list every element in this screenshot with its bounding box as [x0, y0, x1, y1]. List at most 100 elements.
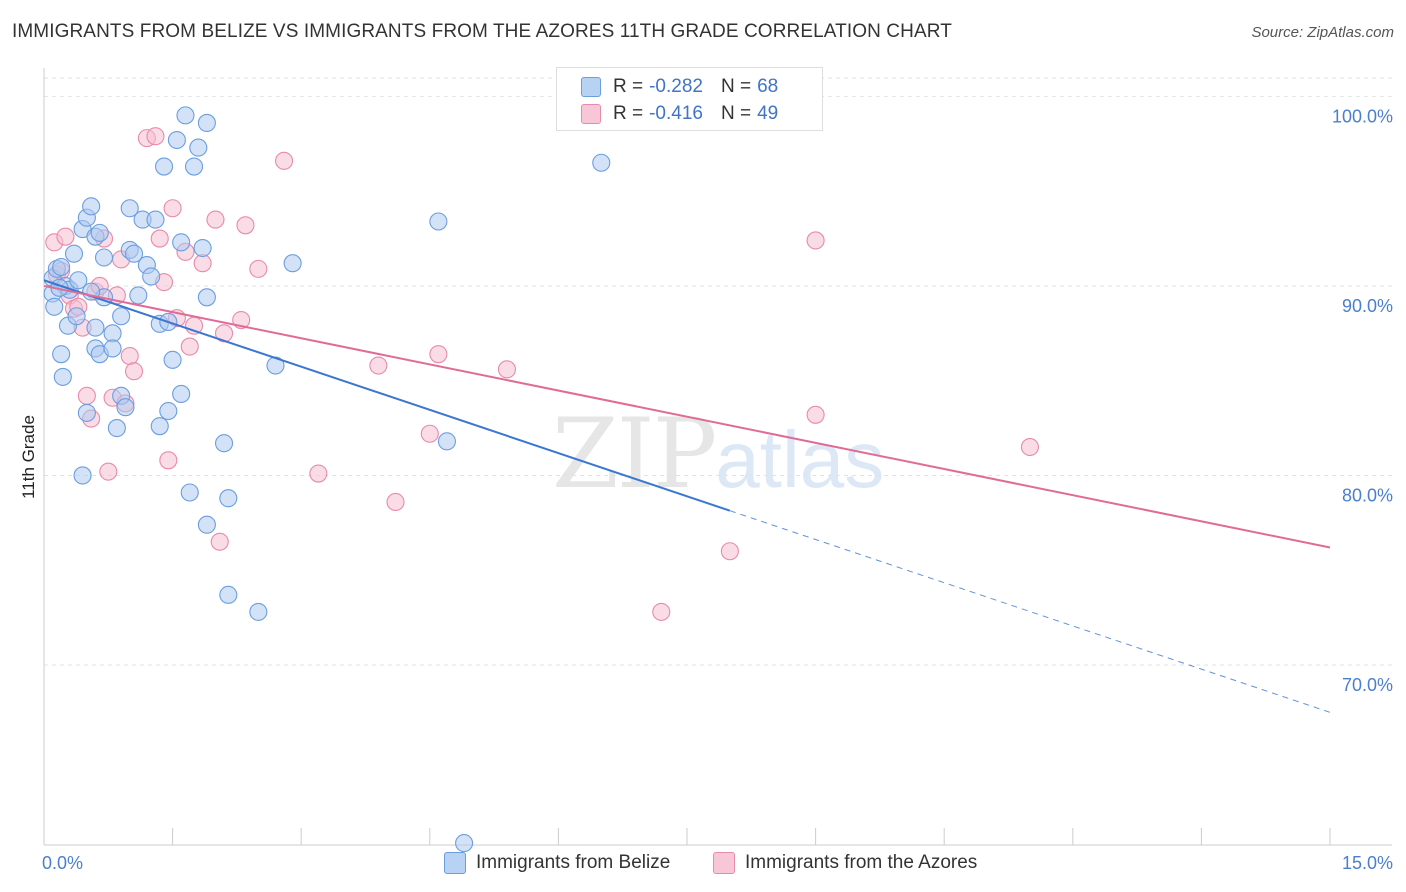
- azores-point: [206, 210, 225, 229]
- legend-item-belize[interactable]: Immigrants from Belize: [444, 852, 670, 874]
- azores-point: [99, 462, 118, 481]
- belize-point: [180, 483, 199, 502]
- series-azores-points: [45, 127, 1039, 621]
- belize-r-label: R =: [613, 76, 644, 97]
- belize-point: [163, 350, 182, 369]
- belize-point: [69, 271, 88, 290]
- belize-point: [193, 238, 212, 258]
- azores-point: [369, 356, 388, 375]
- azores-point: [159, 451, 178, 470]
- belize-point: [437, 432, 456, 451]
- belize-point: [103, 324, 122, 343]
- belize-n-label: N =: [720, 76, 752, 97]
- azores-point: [193, 254, 212, 273]
- azores-legend-label: Immigrants from the Azores: [745, 852, 978, 873]
- belize-point: [103, 339, 122, 358]
- azores-legend-swatch: [713, 852, 735, 874]
- belize-point: [197, 515, 216, 534]
- belize-point: [167, 130, 186, 150]
- watermark-atlas: atlas: [715, 415, 885, 504]
- azores-point: [720, 542, 739, 561]
- azores-point: [275, 151, 294, 170]
- belize-point: [107, 419, 126, 438]
- tick-labels: 100.0% 90.0% 80.0% 70.0% 0.0% 15.0%: [42, 106, 1393, 873]
- azores-trend-line: [43, 284, 1331, 549]
- belize-point: [120, 199, 139, 218]
- azores-point: [236, 216, 255, 235]
- belize-legend-swatch: [444, 852, 466, 874]
- belize-point: [592, 153, 611, 172]
- azores-point: [1020, 437, 1039, 457]
- azores-point: [420, 424, 439, 443]
- trend-lines: [43, 279, 1331, 713]
- belize-swatch: [581, 77, 601, 97]
- series-belize-points: [43, 106, 611, 853]
- belize-point: [67, 307, 86, 326]
- belize-point: [283, 254, 302, 273]
- belize-point: [53, 367, 72, 386]
- belize-point: [172, 384, 191, 404]
- gridlines: [44, 77, 1392, 666]
- azores-point: [150, 229, 169, 248]
- belize-point: [189, 138, 208, 157]
- azores-point: [309, 464, 328, 483]
- belize-point: [154, 157, 174, 176]
- azores-point: [56, 227, 75, 246]
- belize-point: [52, 345, 71, 364]
- y-tick-label: 80.0%: [1342, 485, 1393, 505]
- azores-point: [163, 199, 182, 218]
- belize-point: [150, 417, 169, 436]
- belize-point: [64, 244, 84, 263]
- belize-trend-line: [43, 279, 731, 512]
- axes: [43, 68, 1392, 846]
- azores-point: [652, 602, 671, 621]
- belize-point: [73, 466, 92, 485]
- belize-trend-extension: [729, 510, 1331, 713]
- azores-point: [120, 347, 139, 366]
- belize-point: [197, 113, 216, 133]
- legend-row-belize: R = -0.282 N = 68: [581, 74, 778, 100]
- belize-point: [159, 401, 178, 421]
- belize-point: [77, 403, 96, 422]
- source-credit: Source: ZipAtlas.com: [1251, 24, 1394, 41]
- belize-point: [94, 248, 114, 267]
- legend-row-azores: R = -0.416 N = 49: [581, 101, 778, 127]
- azores-point: [429, 345, 448, 364]
- belize-point: [90, 223, 109, 242]
- belize-point: [197, 288, 216, 307]
- x-tick-label: 0.0%: [42, 853, 83, 873]
- belize-point: [429, 212, 448, 231]
- azores-point: [180, 337, 199, 356]
- stats-legend: R = -0.282 N = 68 R = -0.416 N = 49: [556, 67, 823, 131]
- azores-point: [124, 362, 144, 381]
- legend-item-azores[interactable]: Immigrants from the Azores: [713, 852, 977, 874]
- belize-point: [184, 157, 204, 176]
- belize-point: [129, 286, 148, 305]
- azores-r-value: -0.416: [649, 103, 703, 124]
- belize-n-value: 68: [757, 76, 779, 97]
- azores-r-label: R =: [613, 103, 644, 124]
- belize-point: [172, 233, 191, 252]
- y-tick-label: 100.0%: [1332, 106, 1393, 126]
- azores-point: [497, 360, 517, 379]
- x-tick-label: 15.0%: [1342, 853, 1393, 873]
- belize-point: [86, 318, 105, 337]
- azores-n-label: N =: [720, 103, 752, 124]
- belize-point: [45, 297, 64, 316]
- chart-title: IMMIGRANTS FROM BELIZE VS IMMIGRANTS FRO…: [12, 21, 952, 42]
- belize-point: [124, 244, 144, 263]
- azores-point: [210, 532, 229, 551]
- belize-point: [82, 197, 101, 216]
- azores-point: [214, 324, 234, 343]
- belize-point: [146, 210, 165, 229]
- belize-legend-label: Immigrants from Belize: [476, 852, 671, 873]
- belize-point: [176, 106, 195, 125]
- azores-swatch: [581, 104, 601, 124]
- azores-point: [806, 231, 825, 250]
- belize-point: [214, 434, 234, 453]
- azores-point: [146, 127, 165, 146]
- belize-point: [455, 834, 474, 853]
- belize-point: [219, 585, 238, 604]
- azores-n-value: 49: [757, 103, 779, 124]
